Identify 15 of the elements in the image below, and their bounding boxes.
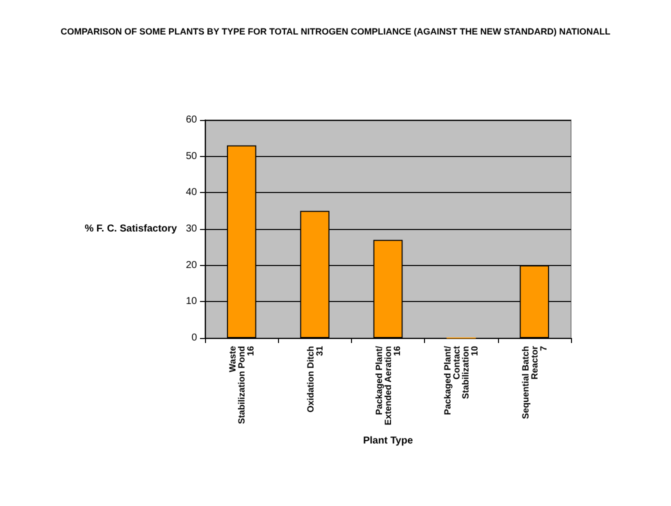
y-tick-label: 20 — [186, 260, 198, 271]
y-tick-label: 10 — [186, 296, 198, 308]
y-tick-label: 50 — [186, 150, 198, 162]
x-tick-label: Packaged Plant/ Extended Aeration 16 — [374, 346, 402, 426]
x-axis-title: Plant Type — [363, 436, 414, 446]
y-tick-label: 0 — [191, 332, 198, 344]
x-tick-label: Oxidation Ditch 31 — [305, 346, 324, 413]
x-tick-label: Packaged Plant/ Contact Stabilization 10 — [442, 346, 480, 416]
chart-title: COMPARISON OF SOME PLANTS BY TYPE FOR TOTAL NITROGEN COMPLIANCE (AGAINST THE NEW STANDARD) NATIONALL — [60, 26, 611, 36]
y-tick-label: 30 — [186, 224, 198, 234]
y-tick-label: 60 — [186, 114, 198, 126]
y-tick-label: 40 — [186, 187, 198, 198]
x-tick-label: Sequential Batch Reactor 7 — [520, 346, 548, 420]
y-axis-title: % F. C. Satisfactory — [84, 224, 178, 234]
x-tick-label: Waste Stabilization Pond 16 — [228, 346, 256, 424]
